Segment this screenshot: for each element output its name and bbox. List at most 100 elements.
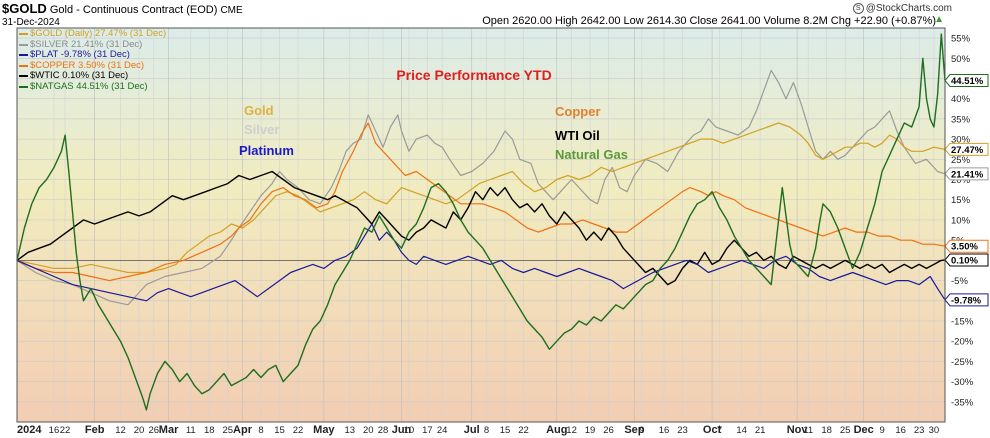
x-tick-label: 16	[49, 425, 60, 436]
last-value-label: 21.41%	[951, 169, 984, 180]
x-tick-label: 2024	[17, 424, 42, 436]
x-tick-label: 18	[821, 425, 832, 436]
legend-label: $NATGAS 44.51% (31 Dec)	[30, 80, 148, 92]
x-tick-label: 21	[755, 425, 766, 436]
x-tick-label: 12	[566, 425, 577, 436]
y-tick-label: -35%	[951, 397, 974, 408]
x-tick-label: Jul	[464, 424, 480, 436]
x-tick-label: 8	[484, 425, 489, 436]
x-tick-label: 22	[293, 425, 304, 436]
legend-item: $NATGAS 44.51% (31 Dec)	[19, 80, 166, 93]
last-value-tag: 27.47%	[944, 142, 989, 156]
legend-swatch	[19, 75, 28, 78]
last-value-tag: 21.41%	[944, 167, 989, 181]
x-tick-label: 28	[378, 425, 389, 436]
last-value-label: 0.10%	[951, 255, 978, 266]
x-tick-label: Feb	[85, 424, 105, 436]
y-tick-label: 50%	[951, 54, 971, 65]
last-value-tag: 44.51%	[944, 73, 989, 87]
x-tick-label: 13	[344, 425, 355, 436]
last-value-label: 44.51%	[951, 76, 984, 87]
last-value-label: 3.50%	[951, 242, 978, 253]
x-tick-label: Mar	[159, 424, 179, 436]
y-tick-label: 55%	[951, 34, 971, 45]
x-tick-label: 15	[500, 425, 511, 436]
up-arrow-icon: ▲	[934, 14, 944, 25]
legend-swatch	[19, 43, 28, 46]
x-tick-label: May	[313, 424, 335, 436]
last-value-label: 27.47%	[951, 145, 984, 156]
label-platinum: Platinum	[239, 143, 294, 158]
x-tick-label: 16	[659, 425, 670, 436]
y-tick-label: -30%	[951, 377, 974, 388]
legend-item: $GOLD (Daily) 27.47% (31 Dec)	[19, 28, 167, 40]
x-tick-label: 23	[914, 425, 925, 436]
y-tick-label: 30%	[951, 135, 971, 146]
x-tick-label: 12	[115, 425, 126, 436]
legend-item: $SILVER 21.41% (31 Dec)	[19, 39, 166, 51]
x-tick-label: Jun	[392, 424, 412, 436]
plot-background	[17, 28, 945, 422]
stockcharts-logo: S @StockCharts.com	[852, 3, 952, 14]
legend: $GOLD (Daily) 27.47% (31 Dec) $SILVER 21.…	[19, 28, 167, 93]
series-line-silver	[16, 69, 946, 306]
x-tick-label: 25	[222, 425, 233, 436]
x-tick-label: 8	[258, 425, 263, 436]
legend-item: $WTIC 0.10% (31 Dec)	[19, 70, 166, 82]
y-tick-label: 35%	[951, 114, 971, 125]
x-tick-label: 26	[603, 425, 614, 436]
y-tick-label: 40%	[951, 94, 971, 105]
x-tick-label: 22	[60, 425, 71, 436]
series-line-copper	[16, 122, 946, 282]
label-natural-gas: Natural Gas	[555, 147, 628, 162]
legend-swatch	[19, 54, 28, 57]
x-tick-label: 26	[149, 425, 160, 436]
x-tick-label: 22	[518, 425, 529, 436]
y-tick-labels: -35%-30%-25%-20%-15%-10%-5%0%5%10%15%20%…	[951, 34, 974, 409]
y-tick-label: -15%	[951, 316, 974, 327]
legend-label: $COPPER 3.50% (31 Dec)	[30, 59, 145, 71]
ohlc-readout: Open 2620.00 High 2642.00 Low 2614.30 Cl…	[482, 15, 936, 27]
x-tick-label: 19	[585, 425, 596, 436]
last-value-label: -9.78%	[951, 295, 982, 306]
x-tick-label: Apr	[233, 424, 253, 436]
label-wti-oil: WTI Oil	[555, 128, 600, 143]
exchange: CME	[220, 5, 243, 16]
legend-swatch	[19, 64, 28, 67]
series-lines	[16, 33, 946, 411]
y-tick-label: 15%	[951, 195, 971, 206]
y-tick-label: 10%	[951, 215, 971, 226]
x-tick-label: 17	[422, 425, 433, 436]
x-tick-label: Nov	[787, 424, 809, 436]
series-line-gold	[16, 122, 946, 274]
chart-title-annotation: Price Performance YTD	[396, 67, 551, 83]
x-tick-label: 9	[879, 425, 884, 436]
label-silver: Silver	[244, 122, 279, 137]
legend-label: $WTIC 0.10% (31 Dec)	[30, 70, 129, 81]
y-tick-label: -5%	[951, 276, 968, 287]
x-tick-label: 10	[404, 425, 415, 436]
y-tick-label: 20%	[951, 175, 971, 186]
x-tick-label: Sep	[624, 424, 644, 436]
legend-item: $PLAT -9.78% (31 Dec)	[19, 49, 166, 61]
last-value-tags: 44.51% 27.47% 21.41% 3.50% 0.10% -9.78%	[944, 73, 989, 306]
x-tick-label: 30	[929, 425, 940, 436]
last-value-tag: 0.10%	[944, 253, 989, 267]
label-gold: Gold	[244, 103, 274, 118]
legend-label: $GOLD (Daily) 27.47% (31 Dec)	[30, 28, 167, 39]
chart-date: 31-Dec-2024	[2, 17, 60, 28]
x-tick-label: 18	[204, 425, 215, 436]
x-tick-label: 9	[639, 425, 644, 436]
logo-mark-icon: S	[852, 3, 864, 14]
x-tick-label: 25	[840, 425, 851, 436]
x-tick-label: 20	[134, 425, 145, 436]
chart-header-symbol: $GOLD Gold - Continuous Contract (EOD) C…	[2, 1, 243, 16]
last-value-tag: -9.78%	[944, 293, 989, 306]
label-copper: Copper	[555, 104, 601, 119]
x-tick-label: 15	[274, 425, 285, 436]
last-value-tag: 3.50%	[944, 239, 989, 253]
symbol: $GOLD	[2, 1, 47, 16]
x-tick-label: Aug	[546, 424, 567, 436]
y-tick-label: 25%	[951, 155, 971, 166]
